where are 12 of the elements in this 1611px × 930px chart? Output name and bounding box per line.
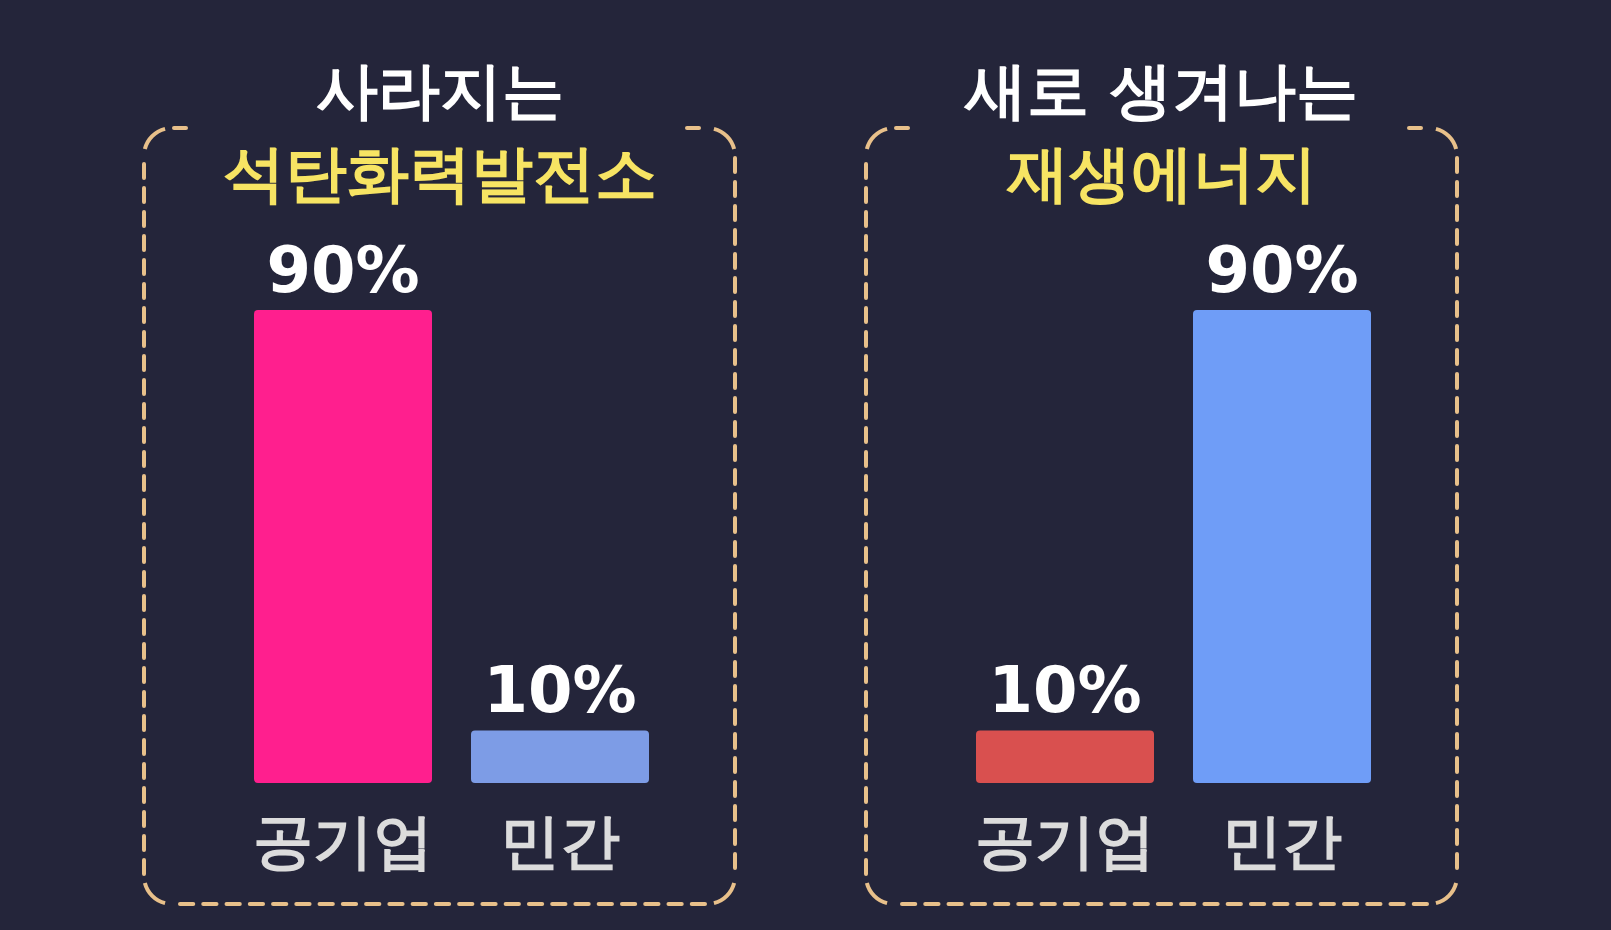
- data-label: 10%: [483, 653, 637, 728]
- x-tick-label: 공기업: [253, 806, 433, 876]
- chart-title: 사라지는: [315, 54, 564, 127]
- x-tick-label: 민간: [1222, 806, 1342, 876]
- x-tick-label: 민간: [500, 806, 620, 876]
- data-label: 90%: [1205, 233, 1359, 307]
- chart-title: 새로 생겨나는: [962, 54, 1359, 127]
- data-label: 90%: [266, 233, 420, 307]
- x-tick-label: 공기업: [975, 806, 1155, 876]
- chart-subtitle: 석탄화력발전소: [222, 137, 657, 210]
- data-label: 10%: [988, 653, 1142, 728]
- chart-subtitle: 재생에너지: [1005, 137, 1317, 210]
